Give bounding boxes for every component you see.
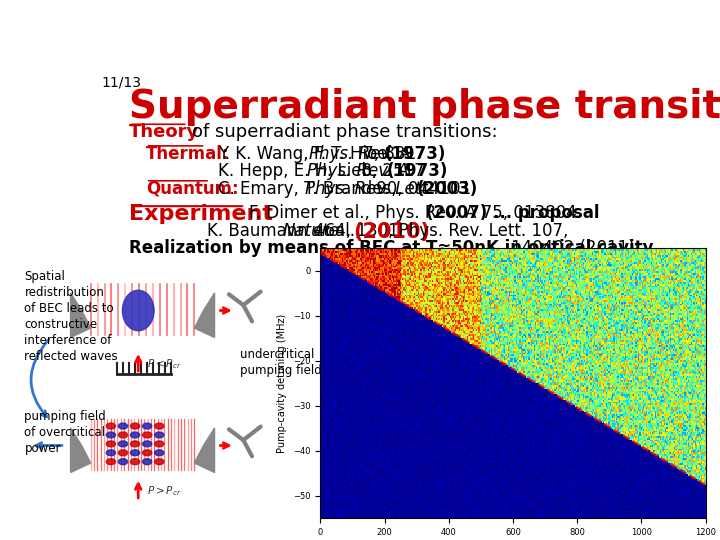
Text: 464, 1301: 464, 1301 bbox=[310, 222, 405, 240]
Ellipse shape bbox=[155, 423, 164, 429]
Text: Theory: Theory bbox=[129, 123, 199, 141]
Text: Phys. Rev. A: Phys. Rev. A bbox=[309, 145, 410, 163]
Ellipse shape bbox=[118, 432, 127, 438]
Text: Y. K. Wang, F. T. Hioe,: Y. K. Wang, F. T. Hioe, bbox=[218, 145, 398, 163]
Text: of superradiant phase transitions:: of superradiant phase transitions: bbox=[192, 123, 498, 141]
Text: Quantum:: Quantum: bbox=[145, 180, 238, 198]
Text: Phys. Rev. A: Phys. Rev. A bbox=[307, 162, 408, 180]
Text: 7, 831: 7, 831 bbox=[358, 145, 421, 163]
Text: pumping field
of overcritical
power: pumping field of overcritical power bbox=[24, 410, 107, 455]
Ellipse shape bbox=[155, 459, 164, 464]
Ellipse shape bbox=[122, 291, 154, 330]
Text: 90, 044101: 90, 044101 bbox=[371, 180, 476, 198]
Text: Nature: Nature bbox=[282, 222, 339, 240]
Text: $P < P_{cr}$: $P < P_{cr}$ bbox=[147, 357, 181, 371]
Polygon shape bbox=[194, 293, 215, 338]
Ellipse shape bbox=[143, 459, 152, 464]
Text: F. Dimer et al., Phys. Rev. A 75, 013804: F. Dimer et al., Phys. Rev. A 75, 013804 bbox=[249, 204, 582, 222]
Polygon shape bbox=[194, 428, 215, 472]
Text: (2003): (2003) bbox=[416, 180, 477, 198]
Polygon shape bbox=[71, 428, 91, 472]
Text: Thermal:: Thermal: bbox=[145, 145, 229, 163]
Ellipse shape bbox=[155, 441, 164, 447]
Text: (1973): (1973) bbox=[384, 145, 446, 163]
Text: Realization by means of BEC at T≈50nK in optical cavity: Realization by means of BEC at T≈50nK in… bbox=[129, 239, 654, 258]
Text: 140402 (2011): 140402 (2011) bbox=[511, 239, 635, 258]
Ellipse shape bbox=[143, 441, 152, 447]
Ellipse shape bbox=[130, 450, 140, 456]
Text: Phys. Rev. Lett.: Phys. Rev. Lett. bbox=[305, 180, 433, 198]
Ellipse shape bbox=[118, 423, 127, 429]
Polygon shape bbox=[71, 293, 91, 338]
Ellipse shape bbox=[118, 441, 127, 447]
Ellipse shape bbox=[118, 450, 127, 456]
Text: , Phys. Rev. Lett. 107,: , Phys. Rev. Lett. 107, bbox=[388, 222, 568, 240]
Ellipse shape bbox=[107, 432, 115, 438]
Text: K. Hepp, E. H. Lieb,: K. Hepp, E. H. Lieb, bbox=[218, 162, 393, 180]
Ellipse shape bbox=[107, 423, 115, 429]
Ellipse shape bbox=[143, 423, 152, 429]
Text: undercritical
pumping field: undercritical pumping field bbox=[240, 348, 323, 377]
Ellipse shape bbox=[130, 441, 140, 447]
Text: Spatial
redistribution
of BEC leads to
constructive
interference of
reflected wa: Spatial redistribution of BEC leads to c… bbox=[24, 270, 118, 363]
Text: (2010): (2010) bbox=[354, 222, 431, 242]
Ellipse shape bbox=[155, 450, 164, 456]
Y-axis label: Pump-cavity detuning (MHz): Pump-cavity detuning (MHz) bbox=[277, 314, 287, 453]
Ellipse shape bbox=[107, 441, 115, 447]
Text: (1973): (1973) bbox=[387, 162, 448, 180]
Ellipse shape bbox=[130, 459, 140, 464]
Text: $P > P_{cr}$: $P > P_{cr}$ bbox=[147, 484, 181, 498]
Ellipse shape bbox=[130, 423, 140, 429]
Text: 11/13: 11/13 bbox=[101, 75, 141, 89]
Text: Experiment: Experiment bbox=[129, 204, 273, 224]
Ellipse shape bbox=[118, 459, 127, 464]
Text: (2007) ... proposal: (2007) ... proposal bbox=[426, 204, 600, 222]
Ellipse shape bbox=[130, 432, 140, 438]
Ellipse shape bbox=[143, 432, 152, 438]
Text: C. Emary, T. Brandes,: C. Emary, T. Brandes, bbox=[218, 180, 402, 198]
Ellipse shape bbox=[107, 450, 115, 456]
Text: K. Baumann et al.,: K. Baumann et al., bbox=[207, 222, 366, 240]
Ellipse shape bbox=[155, 432, 164, 438]
Text: Superradiant phase transitions: Superradiant phase transitions bbox=[129, 87, 720, 126]
Ellipse shape bbox=[107, 459, 115, 464]
Ellipse shape bbox=[143, 450, 152, 456]
Text: 8, 2517: 8, 2517 bbox=[356, 162, 430, 180]
